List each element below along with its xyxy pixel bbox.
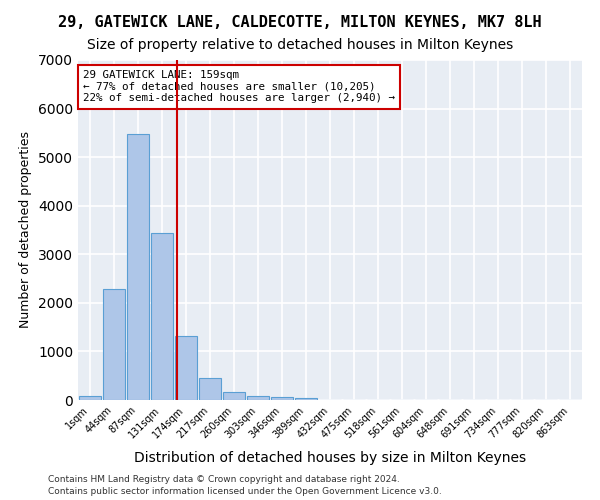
Y-axis label: Number of detached properties: Number of detached properties	[19, 132, 32, 328]
Text: Size of property relative to detached houses in Milton Keynes: Size of property relative to detached ho…	[87, 38, 513, 52]
Bar	[271, 398, 293, 400]
Bar	[103, 290, 125, 400]
Bar	[199, 378, 221, 400]
Bar	[175, 336, 197, 400]
Text: Contains HM Land Registry data © Crown copyright and database right 2024.: Contains HM Land Registry data © Crown c…	[48, 475, 400, 484]
Text: 29 GATEWICK LANE: 159sqm
← 77% of detached houses are smaller (10,205)
22% of se: 29 GATEWICK LANE: 159sqm ← 77% of detach…	[83, 70, 395, 103]
Bar	[295, 398, 317, 400]
Bar	[127, 134, 149, 400]
Text: Contains public sector information licensed under the Open Government Licence v3: Contains public sector information licen…	[48, 487, 442, 496]
X-axis label: Distribution of detached houses by size in Milton Keynes: Distribution of detached houses by size …	[134, 451, 526, 465]
Bar	[223, 392, 245, 400]
Bar	[247, 396, 269, 400]
Bar	[151, 234, 173, 400]
Bar	[79, 396, 101, 400]
Text: 29, GATEWICK LANE, CALDECOTTE, MILTON KEYNES, MK7 8LH: 29, GATEWICK LANE, CALDECOTTE, MILTON KE…	[58, 15, 542, 30]
